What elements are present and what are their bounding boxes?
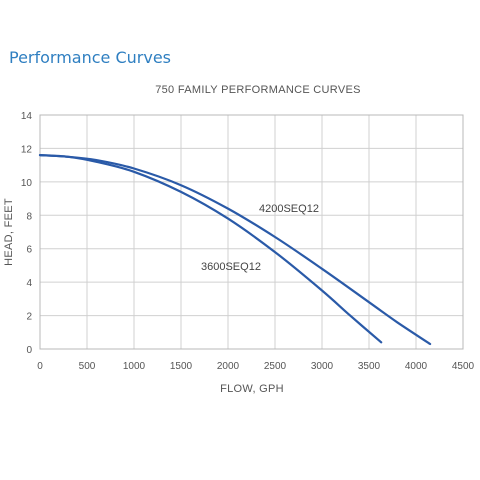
x-tick-label: 1000	[123, 361, 146, 372]
y-tick-label: 6	[26, 245, 32, 256]
y-axis-title: HEAD, FEET	[3, 198, 15, 266]
series-label-4200seq12: 4200SEQ12	[259, 203, 319, 215]
section-heading: Performance Curves	[9, 48, 172, 67]
x-tick-labels: 0 500 1000 1500 2000 2500 3000 3500 4000 4500	[37, 361, 474, 372]
grid	[39, 114, 464, 350]
y-tick-label: 10	[21, 178, 33, 189]
x-tick-label: 2000	[217, 361, 240, 372]
x-tick-label: 500	[79, 361, 96, 372]
y-tick-label: 14	[21, 111, 33, 122]
y-tick-label: 8	[26, 211, 32, 222]
y-tick-labels: 0 2 4 6 8 10 12 14	[21, 111, 33, 356]
series-label-3600seq12: 3600SEQ12	[201, 261, 261, 273]
x-axis-title: FLOW, GPH	[220, 383, 284, 395]
x-tick-label: 2500	[264, 361, 287, 372]
series-lines	[38, 154, 432, 346]
x-tick-label: 3500	[358, 361, 381, 372]
series-line-3600seq12	[38, 154, 383, 344]
series-line-4200seq12	[38, 154, 432, 346]
y-tick-label: 4	[26, 278, 32, 289]
x-tick-label: 4000	[405, 361, 428, 372]
y-tick-label: 12	[21, 144, 33, 155]
x-tick-label: 3000	[311, 361, 334, 372]
x-tick-label: 1500	[170, 361, 193, 372]
x-tick-label: 4500	[452, 361, 475, 372]
plot-frame	[39, 114, 464, 350]
x-tick-label: 0	[37, 361, 43, 372]
y-tick-label: 0	[26, 345, 32, 356]
y-tick-label: 2	[26, 312, 32, 323]
chart-title: 750 FAMILY PERFORMANCE CURVES	[155, 84, 361, 96]
